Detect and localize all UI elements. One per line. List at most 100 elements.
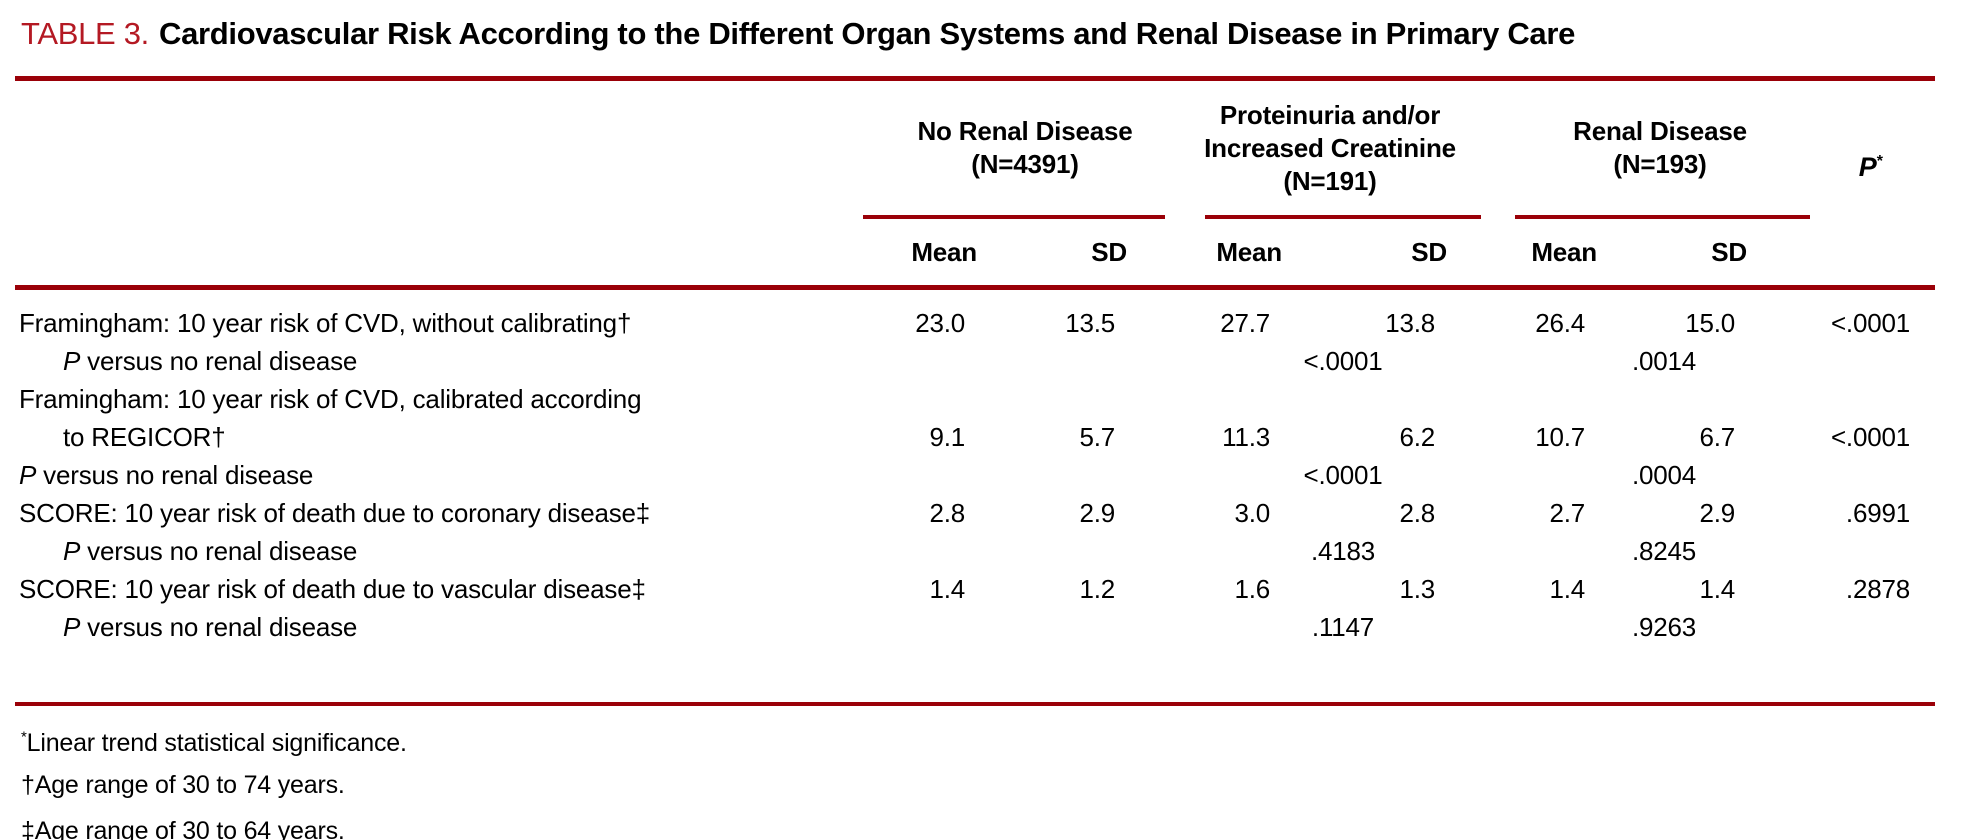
p-vs-no-renal-renal: .8245 bbox=[1631, 536, 1697, 566]
table-row: SCORE: 10 year risk of death due to vasc… bbox=[15, 570, 1935, 608]
p-vs-no-renal-proteinuria: .1147 bbox=[1311, 612, 1375, 642]
row-label: Framingham: 10 year risk of CVD, without… bbox=[19, 308, 632, 338]
mean-cell: 9.1 bbox=[929, 422, 965, 452]
group-name: No Renal Disease bbox=[917, 116, 1133, 146]
p-vs-no-renal-renal: .0004 bbox=[1631, 460, 1697, 490]
empty-cell bbox=[745, 532, 1140, 570]
group-n: (N=191) bbox=[1283, 165, 1377, 196]
table-row: Framingham: 10 year risk of CVD, calibra… bbox=[15, 380, 1935, 418]
sd-cell: 5.7 bbox=[1079, 422, 1115, 452]
p-italic: P bbox=[63, 612, 81, 642]
row-label: SCORE: 10 year risk of death due to coro… bbox=[19, 498, 651, 528]
group-underline-rule bbox=[1515, 215, 1810, 219]
footnotes: *Linear trend statistical significance. … bbox=[21, 722, 1971, 840]
table-row: P versus no renal disease .4183 .8245 bbox=[15, 532, 1935, 570]
p-asterisk: * bbox=[1876, 152, 1883, 170]
group-n: (N=4391) bbox=[971, 149, 1079, 179]
p-cell: .2878 bbox=[1845, 574, 1910, 604]
label-column-header bbox=[15, 79, 745, 220]
p-italic: P bbox=[63, 536, 81, 566]
group-header-renal-disease: Renal Disease (N=193) bbox=[1460, 79, 1810, 219]
empty-cell bbox=[1760, 608, 1935, 704]
p-italic: P bbox=[63, 346, 81, 376]
p-italic: P bbox=[19, 460, 37, 490]
table-row: Framingham: 10 year risk of CVD, without… bbox=[15, 288, 1935, 343]
group-header-wrap: No Renal Disease (N=4391) bbox=[745, 81, 1165, 219]
footnote-marker: ‡ bbox=[21, 817, 35, 840]
mean-cell: 27.7 bbox=[1220, 308, 1270, 338]
group-title: No Renal Disease (N=4391) bbox=[885, 115, 1165, 181]
row-label: SCORE: 10 year risk of death due to vasc… bbox=[19, 574, 646, 604]
footnote-linear-trend: *Linear trend statistical significance. bbox=[21, 722, 1971, 764]
mean-cell: 1.4 bbox=[929, 574, 965, 604]
footnote-marker: † bbox=[21, 771, 35, 799]
subheader-row: Mean SD Mean SD Mean SD bbox=[15, 219, 1935, 290]
p-cell: .6991 bbox=[1845, 498, 1910, 528]
empty-cell bbox=[1760, 532, 1935, 570]
row-label-text: versus no renal disease bbox=[80, 536, 358, 566]
table-row: P versus no renal disease <.0001 .0014 bbox=[15, 342, 1935, 380]
row-label-text: versus no renal disease bbox=[80, 612, 358, 642]
p-vs-no-renal-proteinuria: .4183 bbox=[1310, 536, 1376, 566]
group-header-wrap: Proteinuria and/or Increased Creatinine … bbox=[1140, 81, 1481, 219]
sd-cell: 6.7 bbox=[1699, 422, 1735, 452]
statistics-table: No Renal Disease (N=4391) Proteinuria an… bbox=[15, 76, 1935, 706]
group-header-wrap: Renal Disease (N=193) bbox=[1460, 81, 1810, 219]
empty-cell bbox=[1760, 342, 1935, 380]
row-label: P versus no renal disease bbox=[15, 342, 745, 380]
row-label: P versus no renal disease bbox=[15, 456, 745, 494]
row-label: P versus no renal disease bbox=[15, 608, 745, 704]
row-label-text: versus no renal disease bbox=[80, 346, 358, 376]
row-label: Framingham: 10 year risk of CVD, calibra… bbox=[19, 384, 642, 414]
sd-cell: 1.2 bbox=[1079, 574, 1115, 604]
footnote-dagger: †Age range of 30 to 74 years. bbox=[21, 764, 1971, 806]
empty-cell bbox=[745, 342, 1140, 380]
subheader-sd-3: SD bbox=[1610, 219, 1760, 290]
p-cell: <.0001 bbox=[1830, 422, 1910, 452]
sd-cell: 1.4 bbox=[1699, 574, 1735, 604]
group-header-proteinuria: Proteinuria and/or Increased Creatinine … bbox=[1140, 79, 1481, 219]
table-caption: TABLE 3. Cardiovascular Risk According to… bbox=[21, 16, 1971, 52]
group-title: Proteinuria and/or Increased Creatinine … bbox=[1190, 99, 1470, 198]
mean-cell: 2.7 bbox=[1549, 498, 1585, 528]
group-underline-rule bbox=[1205, 215, 1481, 219]
table-title: Cardiovascular Risk According to the Dif… bbox=[158, 16, 1576, 51]
mean-cell: 3.0 bbox=[1234, 498, 1270, 528]
p-vs-no-renal-renal: .9263 bbox=[1631, 612, 1697, 642]
row-label-text: versus no renal disease bbox=[36, 460, 314, 490]
subheader-empty bbox=[15, 219, 745, 290]
sd-cell: 2.9 bbox=[1699, 498, 1735, 528]
table-row: SCORE: 10 year risk of death due to coro… bbox=[15, 494, 1935, 532]
mean-cell: 26.4 bbox=[1535, 308, 1585, 338]
row-label: to REGICOR† bbox=[63, 422, 226, 452]
table-row: P versus no renal disease .1147 .9263 bbox=[15, 608, 1935, 704]
sd-cell: 15.0 bbox=[1685, 308, 1735, 338]
row-label: P versus no renal disease bbox=[15, 532, 745, 570]
sd-cell: 2.9 bbox=[1079, 498, 1115, 528]
footnote-text: Age range of 30 to 74 years. bbox=[34, 771, 345, 799]
group-title: Renal Disease (N=193) bbox=[1520, 115, 1800, 181]
sd-cell: 13.5 bbox=[1065, 308, 1115, 338]
table-row: to REGICOR† 9.1 5.7 11.3 6.2 10.7 6.7 <.… bbox=[15, 418, 1935, 456]
sd-cell: 13.8 bbox=[1385, 308, 1435, 338]
group-name: Renal Disease bbox=[1573, 116, 1747, 146]
p-label: P bbox=[1858, 151, 1877, 182]
subheader-sd-1: SD bbox=[990, 219, 1140, 290]
group-header-no-renal-disease: No Renal Disease (N=4391) bbox=[745, 79, 1165, 219]
footnote-marker: * bbox=[21, 728, 27, 746]
group-n: (N=193) bbox=[1613, 149, 1707, 179]
sd-cell: 1.3 bbox=[1399, 574, 1435, 604]
group-underline-rule bbox=[863, 215, 1165, 219]
footnote-text: Linear trend statistical significance. bbox=[26, 729, 407, 757]
mean-cell: 10.7 bbox=[1535, 422, 1585, 452]
group-header-row: No Renal Disease (N=4391) Proteinuria an… bbox=[15, 79, 1935, 220]
p-cell: <.0001 bbox=[1830, 308, 1910, 338]
subheader-sd-2: SD bbox=[1295, 219, 1460, 290]
subheader-mean-2: Mean bbox=[1140, 219, 1295, 290]
footnote-text: Age range of 30 to 64 years. bbox=[34, 817, 345, 840]
empty-cell bbox=[1760, 456, 1935, 494]
mean-cell: 11.3 bbox=[1222, 422, 1270, 452]
table-number: TABLE 3. bbox=[21, 16, 149, 51]
p-vs-no-renal-proteinuria: <.0001 bbox=[1303, 346, 1383, 376]
